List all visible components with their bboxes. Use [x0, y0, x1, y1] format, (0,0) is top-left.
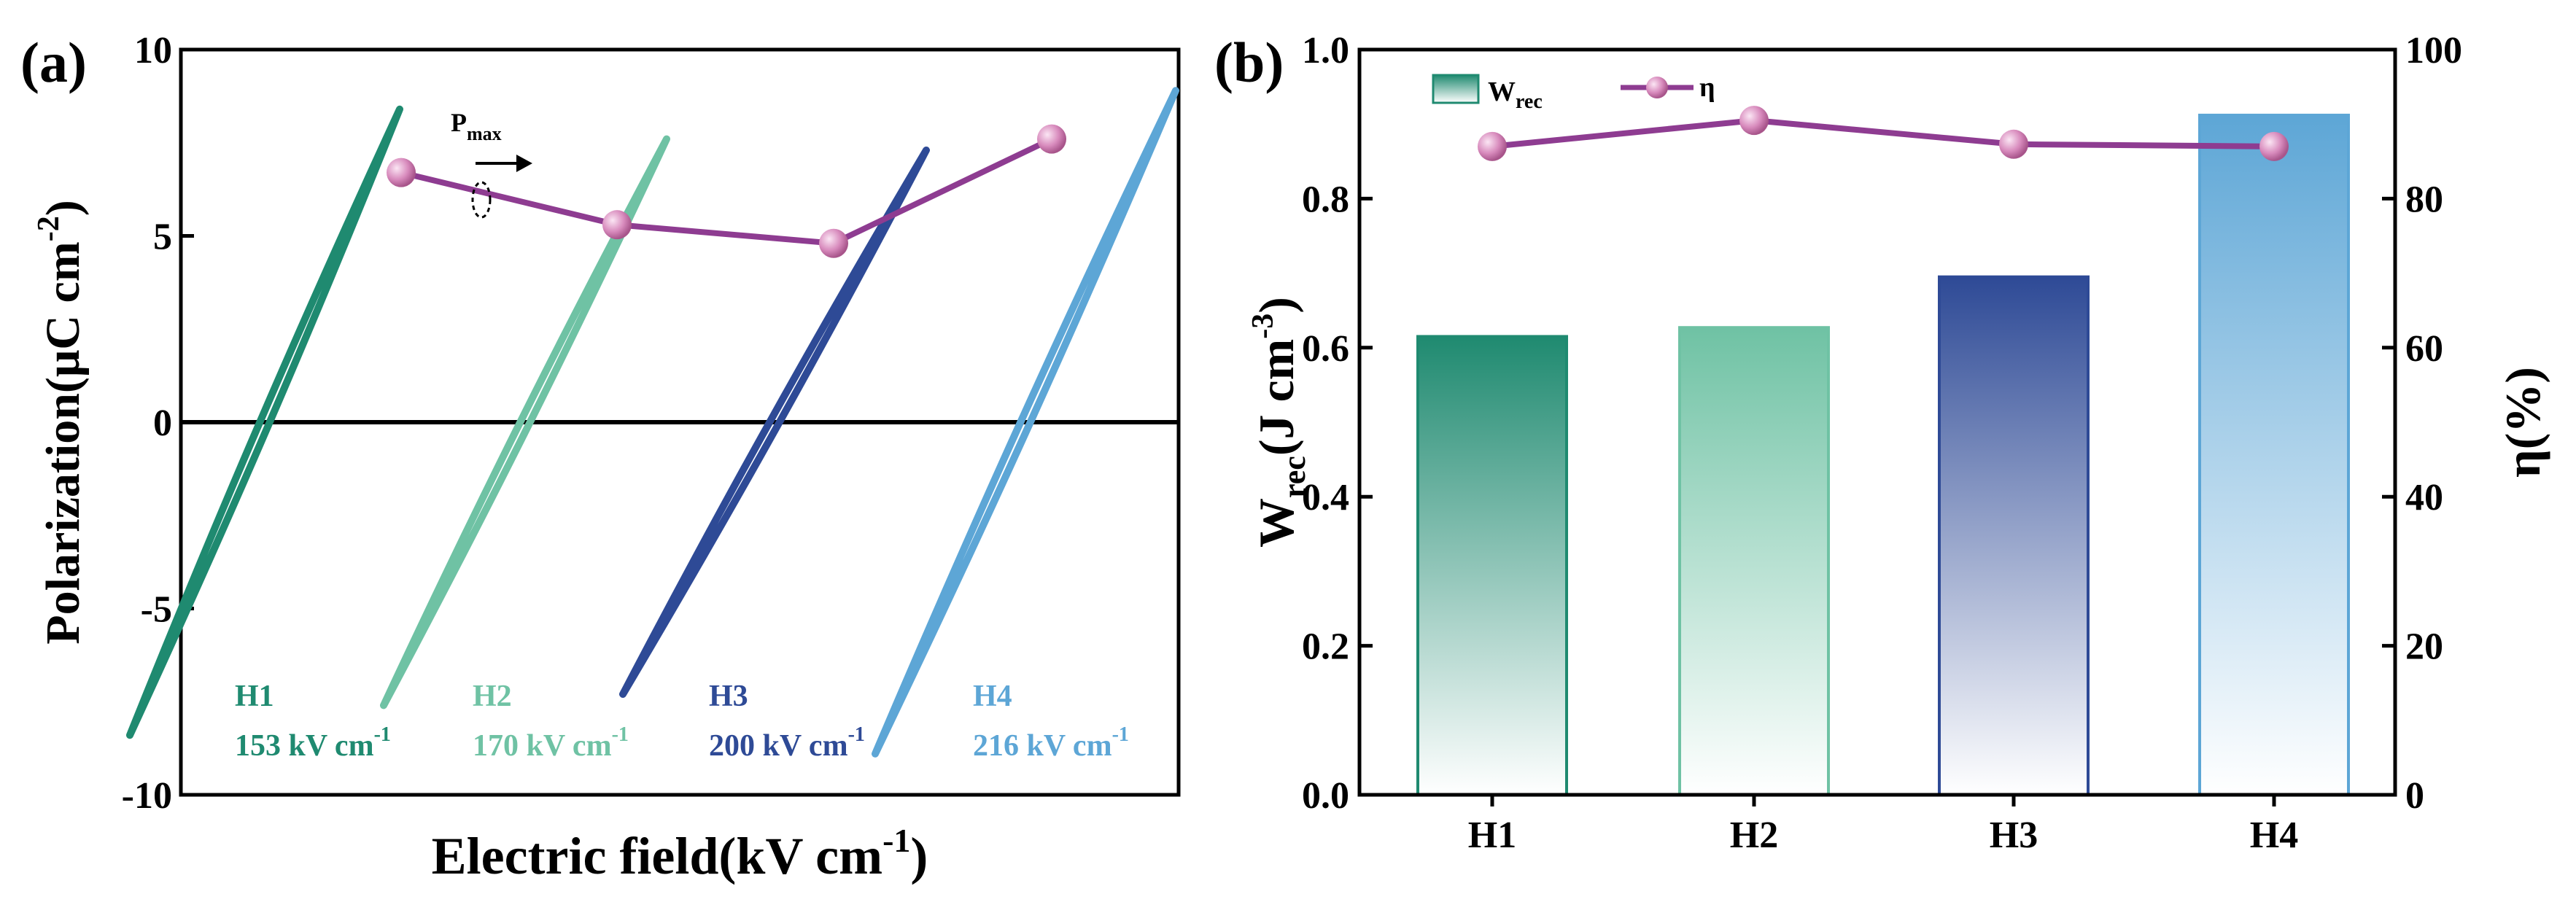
legend-eta-label: η — [1699, 72, 1715, 103]
b-ytick-label: 0.0 — [1302, 775, 1349, 817]
pmax-point — [602, 210, 632, 240]
pmax-curl-icon — [471, 181, 492, 219]
eta-point — [1739, 106, 1769, 136]
panel-b-frame — [1357, 47, 2397, 797]
loop-field-h1: 153 kV cm-1 — [235, 723, 391, 763]
eta-line — [1491, 117, 2275, 149]
b-y2tick-label: 80 — [2405, 179, 2443, 220]
eta-point — [1999, 129, 2028, 159]
bar-h1 — [1416, 335, 1568, 797]
legend-wrec-swatch — [1432, 74, 1480, 104]
b-xtick-label: H4 — [2250, 814, 2298, 856]
b-ytick-label: 0.4 — [1302, 477, 1349, 518]
loop-h3 — [619, 146, 930, 699]
b-ytick-label: 0.2 — [1302, 626, 1349, 668]
panel-b-label: (b) — [1214, 31, 1284, 94]
loop-field-h3: 200 kV cm-1 — [709, 723, 865, 763]
pmax-label: Pmax — [451, 108, 502, 144]
panel-b-ylabel-right: η(%) — [2495, 367, 2550, 478]
panel-b-left-ticks: 0.0 0.2 0.4 0.6 0.8 1.0 — [1302, 30, 1373, 817]
panel-a-y-ticks: 10 5 0 -5 -10 — [122, 30, 194, 817]
pmax-arrow-head — [516, 155, 532, 172]
loop-name-h2: H2 — [473, 680, 512, 713]
b-y2tick-label: 40 — [2405, 477, 2443, 518]
a-ytick-label: 0 — [153, 403, 172, 444]
panel-b: (b) 0.0 0.2 0.4 0.6 0.8 1.0 0 20 40 60 80 100 H1 H2… — [1214, 30, 2550, 856]
b-y2tick-label: 60 — [2405, 328, 2443, 370]
panel-a: (a) 10 5 0 -5 -10 H1 153 kV cm-1 H2 170 kV cm-1… — [20, 30, 1181, 885]
pmax-point — [387, 158, 416, 187]
bar-h3 — [1938, 275, 2090, 796]
loop-labels: H1 153 kV cm-1 H2 170 kV cm-1 H3 200 kV cm-1 H… — [235, 680, 1129, 763]
panel-b-ylabel-left: Wrec(J cm-3) — [1246, 297, 1312, 548]
b-ytick-label: 1.0 — [1302, 30, 1349, 71]
legend-eta-marker — [1646, 77, 1668, 98]
loop-field-h2: 170 kV cm-1 — [473, 723, 629, 763]
legend-wrec-label: Wrec — [1488, 77, 1543, 113]
panel-a-ylabel: Polarization(μC cm-2) — [32, 200, 90, 644]
b-y2tick-label: 20 — [2405, 626, 2443, 668]
loop-h2 — [380, 135, 670, 709]
loop-h1 — [126, 105, 403, 739]
b-y2tick-label: 0 — [2405, 775, 2424, 817]
pmax-line — [400, 136, 1053, 246]
panel-a-label: (a) — [20, 31, 87, 94]
b-xtick-label: H2 — [1730, 814, 1778, 856]
loop-name-h1: H1 — [235, 680, 274, 713]
a-ytick-label: 5 — [153, 217, 172, 258]
hysteresis-loops — [126, 87, 1179, 758]
pmax-point — [1037, 124, 1066, 154]
b-ytick-label: 0.6 — [1302, 328, 1349, 370]
wrec-bars — [1416, 113, 2350, 797]
loop-h4 — [872, 87, 1179, 758]
b-ytick-label: 0.8 — [1302, 179, 1349, 220]
legend: Wrec η — [1432, 72, 1715, 113]
loop-name-h4: H4 — [973, 680, 1012, 713]
a-ytick-label: -5 — [141, 589, 172, 631]
bar-h4 — [2198, 113, 2350, 797]
a-ytick-label: 10 — [134, 30, 172, 71]
pmax-annotation: Pmax — [451, 108, 532, 219]
loop-name-h3: H3 — [709, 680, 748, 713]
a-ytick-label: -10 — [122, 775, 172, 817]
eta-point — [2259, 131, 2289, 161]
panel-a-xlabel: Electric field(kV cm-1) — [432, 822, 928, 885]
b-xtick-label: H3 — [1990, 814, 2038, 856]
eta-series — [1478, 106, 2289, 161]
panel-b-right-ticks: 0 20 40 60 80 100 — [2382, 30, 2462, 817]
loop-field-h4: 216 kV cm-1 — [973, 723, 1129, 763]
eta-point — [1478, 131, 1507, 161]
pmax-series — [387, 124, 1066, 258]
panel-b-x-ticks: H1 H2 H3 H4 — [1468, 795, 2298, 856]
b-y2tick-label: 100 — [2405, 30, 2462, 71]
pmax-point — [819, 228, 848, 258]
b-xtick-label: H1 — [1468, 814, 1516, 856]
bar-h2 — [1678, 326, 1830, 796]
